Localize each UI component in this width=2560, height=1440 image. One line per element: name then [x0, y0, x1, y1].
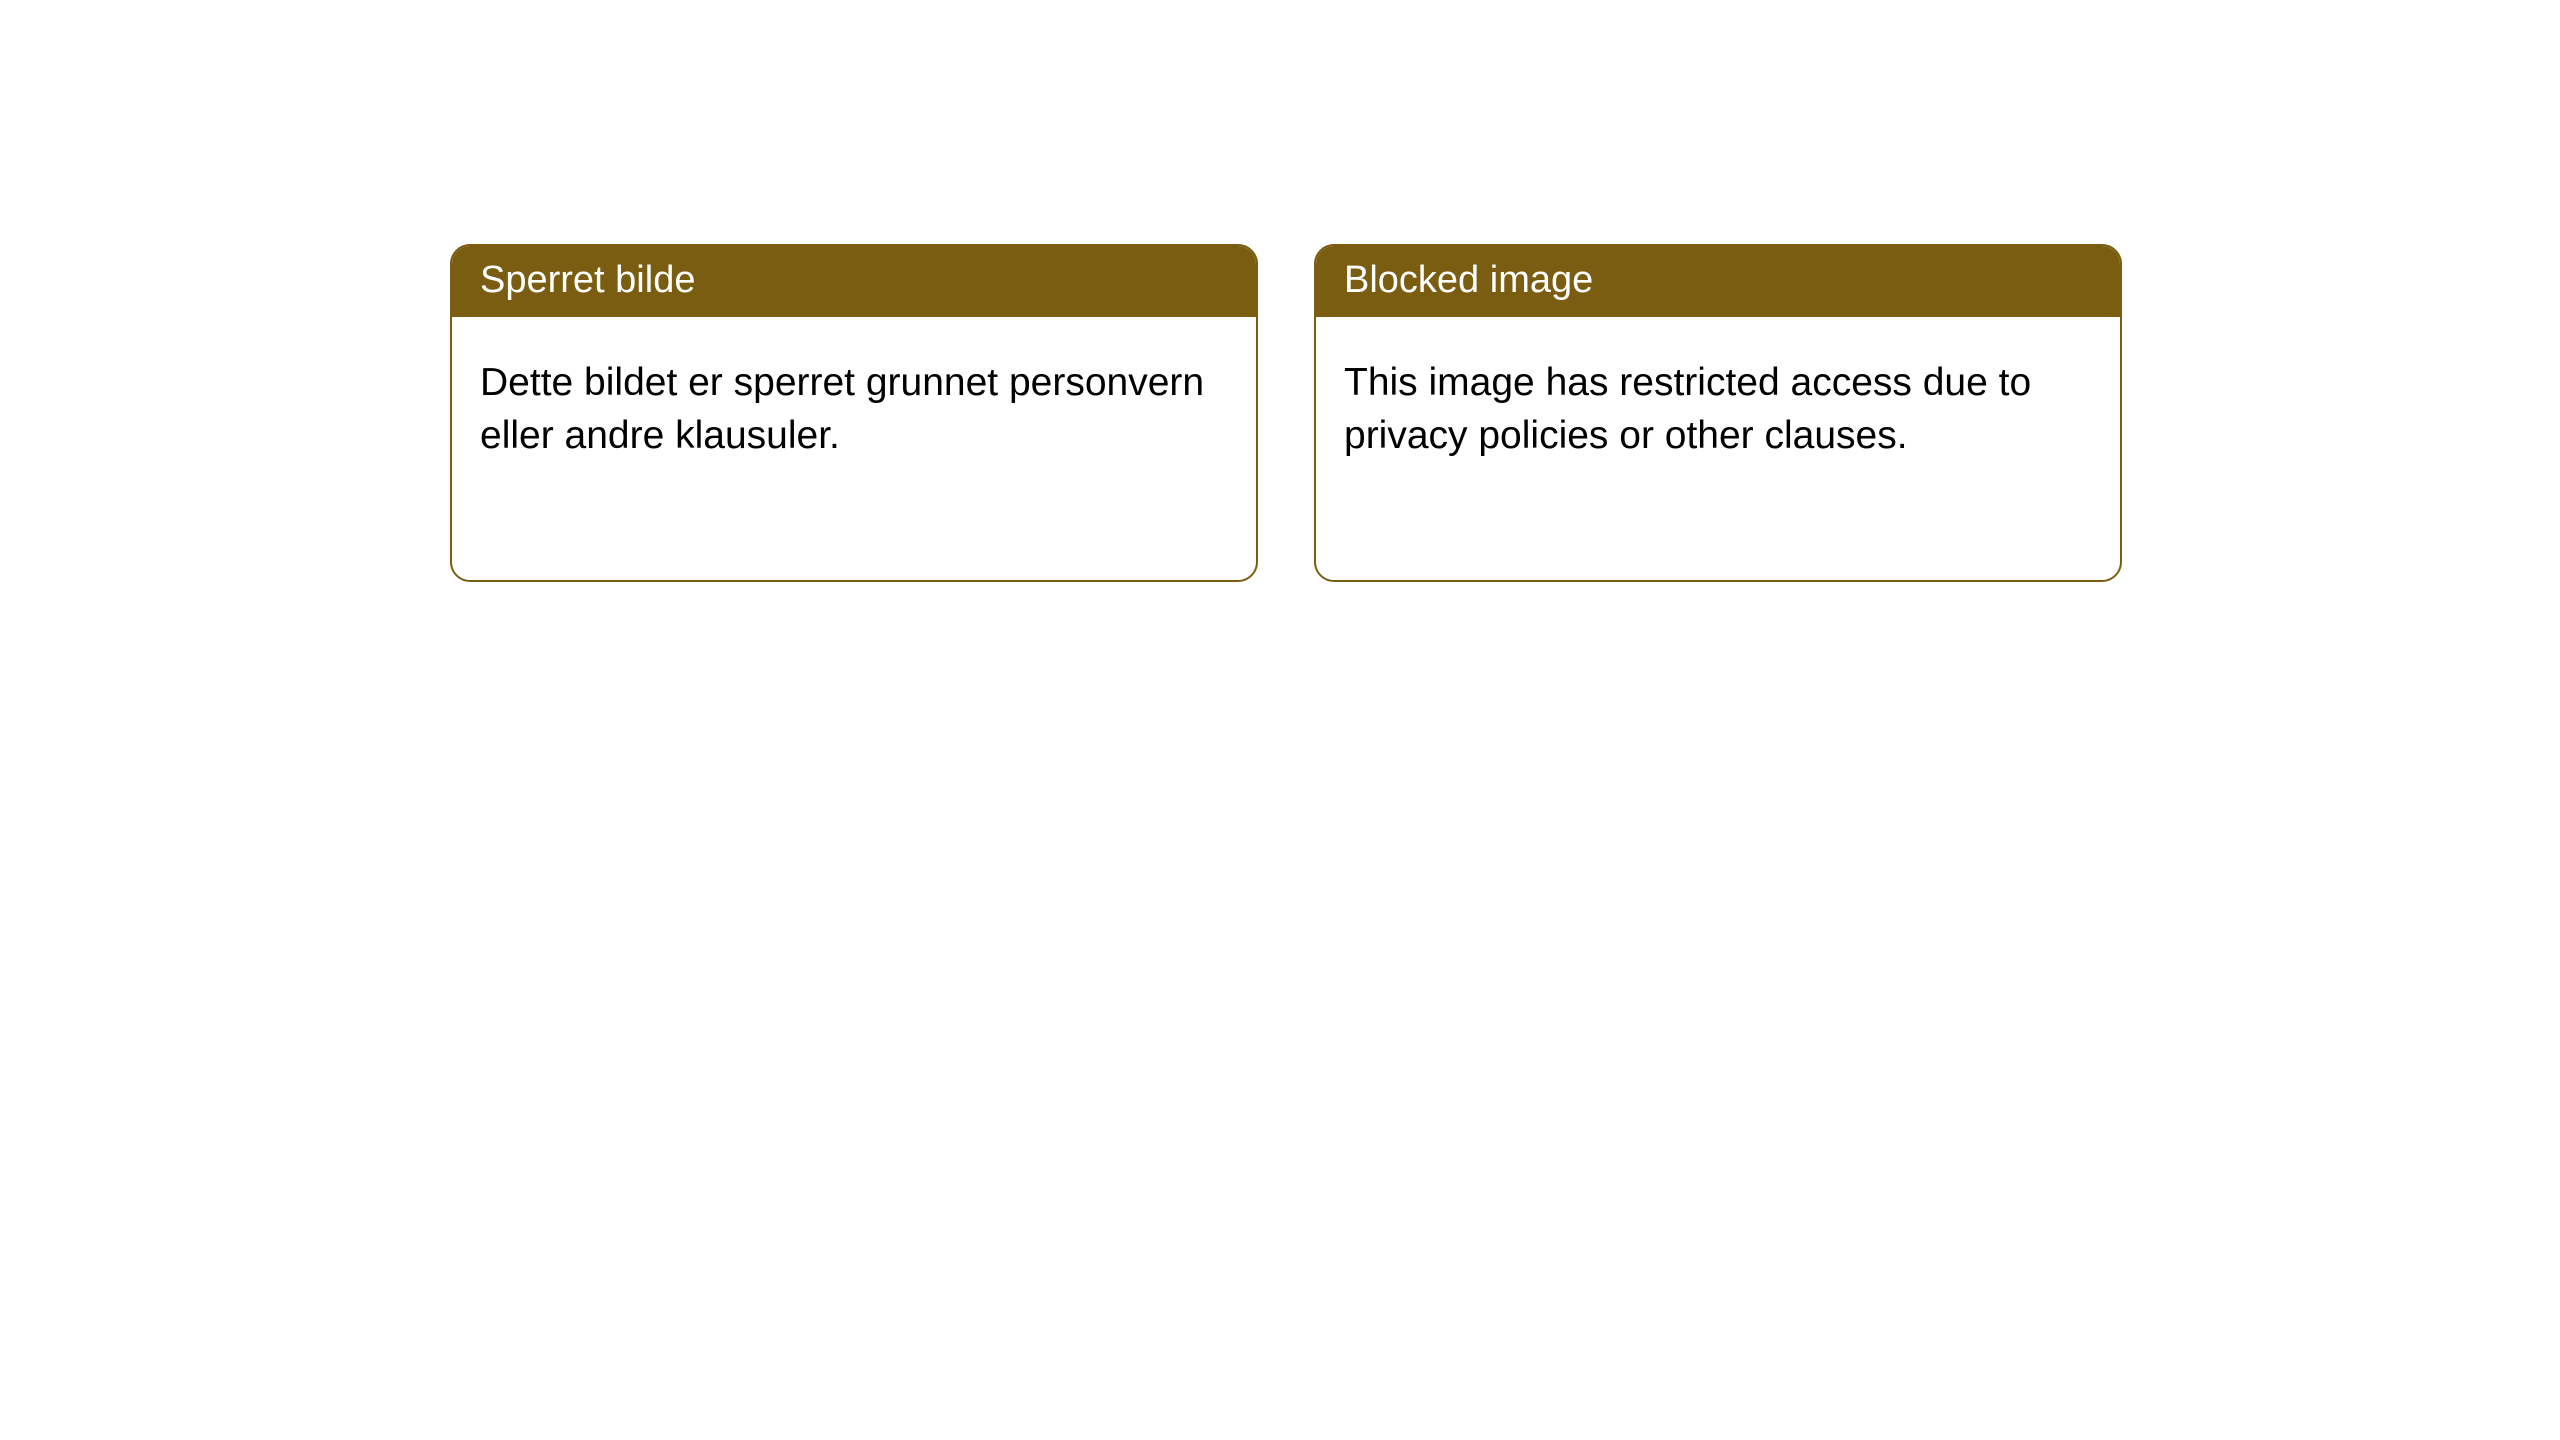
- notice-card-norwegian: Sperret bilde Dette bildet er sperret gr…: [450, 244, 1258, 582]
- notice-header: Blocked image: [1316, 246, 2120, 317]
- notice-body: This image has restricted access due to …: [1316, 317, 2120, 490]
- notice-header: Sperret bilde: [452, 246, 1256, 317]
- notice-card-english: Blocked image This image has restricted …: [1314, 244, 2122, 582]
- notice-container: Sperret bilde Dette bildet er sperret gr…: [0, 0, 2560, 582]
- notice-body: Dette bildet er sperret grunnet personve…: [452, 317, 1256, 490]
